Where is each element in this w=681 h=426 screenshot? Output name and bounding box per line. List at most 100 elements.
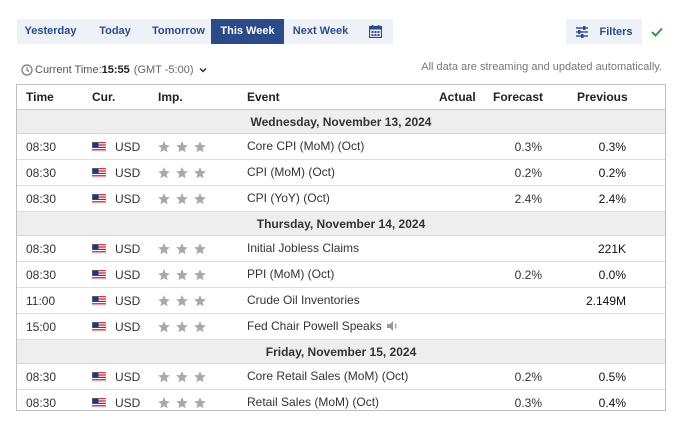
event-forecast: 0.2% <box>514 166 542 180</box>
event-forecast: 0.3% <box>514 140 542 154</box>
importance-stars <box>157 268 207 285</box>
importance-stars <box>157 294 207 311</box>
star-icon <box>193 370 207 387</box>
event-name-cell[interactable]: Retail Sales (MoM) (Oct) <box>247 395 379 409</box>
check-icon <box>651 27 663 37</box>
event-currency: USD <box>115 294 141 308</box>
table-row[interactable]: 08:30 USD PPI (MoM) (Oct) 0.2% 0.0% <box>17 262 665 288</box>
star-icon <box>175 242 189 259</box>
event-currency: USD <box>115 268 141 282</box>
event-name[interactable]: Fed Chair Powell Speaks <box>247 319 382 333</box>
event-name-cell[interactable]: Core CPI (MoM) (Oct) <box>247 139 364 153</box>
event-currency: USD <box>115 396 141 410</box>
event-name[interactable]: Crude Oil Inventories <box>247 293 360 307</box>
table-row[interactable]: 08:30 USD Core Retail Sales (MoM) (Oct) 0.2… <box>17 364 665 390</box>
star-icon <box>175 370 189 387</box>
us-flag-icon <box>92 296 106 306</box>
economic-calendar-table: Time Cur. Imp. Event Actual Forecast Pre… <box>16 84 666 411</box>
tab-yesterday[interactable]: Yesterday <box>24 25 77 37</box>
column-header-actual: Actual <box>439 90 476 104</box>
filters-label: Filters <box>599 25 633 38</box>
star-icon <box>157 192 171 209</box>
event-name[interactable]: PPI (MoM) (Oct) <box>247 267 335 281</box>
column-header-forecast: Forecast <box>493 90 544 104</box>
column-header-event: Event <box>247 90 280 104</box>
event-time: 08:30 <box>26 242 57 256</box>
event-forecast: 2.4% <box>514 192 542 206</box>
event-forecast: 0.2% <box>514 268 542 282</box>
importance-stars <box>157 140 207 157</box>
day-header: Friday, November 15, 2024 <box>17 340 665 364</box>
star-icon <box>175 294 189 311</box>
table-row[interactable]: 08:30 USD CPI (YoY) (Oct) 2.4% 2.4% <box>17 186 665 212</box>
importance-stars <box>157 192 207 209</box>
event-time: 11:00 <box>26 294 56 308</box>
star-icon <box>175 268 189 285</box>
star-icon <box>157 320 171 337</box>
event-time: 08:30 <box>26 370 57 384</box>
event-time: 08:30 <box>26 268 57 282</box>
tab-next-week[interactable]: Next Week <box>292 25 349 37</box>
table-row[interactable]: 11:00 USD Crude Oil Inventories 2.149M <box>17 288 665 314</box>
tab-today[interactable]: Today <box>99 25 131 37</box>
event-name-cell[interactable]: Fed Chair Powell Speaks <box>247 319 399 333</box>
event-name[interactable]: Retail Sales (MoM) (Oct) <box>247 395 380 409</box>
star-icon <box>193 294 207 311</box>
event-previous: 0.5% <box>598 370 626 384</box>
star-icon <box>157 166 171 183</box>
event-name[interactable]: Core Retail Sales (MoM) (Oct) <box>247 369 409 383</box>
chevron-down-icon[interactable] <box>199 66 208 74</box>
star-icon <box>193 140 207 157</box>
event-currency: USD <box>115 320 141 334</box>
event-time: 15:00 <box>26 320 57 334</box>
event-name-cell[interactable]: Initial Jobless Claims <box>247 241 359 255</box>
date-range-tabs: Yesterday Today Tomorrow This Week Next Week <box>17 19 393 44</box>
table-row[interactable]: 15:00 USD Fed Chair Powell Speaks <box>17 314 665 340</box>
star-icon <box>193 166 207 183</box>
calendar-icon[interactable] <box>357 19 393 44</box>
us-flag-icon <box>92 322 106 332</box>
star-icon <box>175 396 189 413</box>
star-icon <box>175 320 189 337</box>
event-previous: 0.2% <box>598 166 626 180</box>
event-name[interactable]: Initial Jobless Claims <box>247 241 360 255</box>
event-name-cell[interactable]: CPI (YoY) (Oct) <box>247 191 330 205</box>
event-name-cell[interactable]: PPI (MoM) (Oct) <box>247 267 334 281</box>
tab-this-week[interactable]: This Week <box>211 19 284 44</box>
us-flag-icon <box>92 372 106 382</box>
event-name-cell[interactable]: CPI (MoM) (Oct) <box>247 165 335 179</box>
clock-icon <box>21 64 33 76</box>
event-currency: USD <box>115 242 141 256</box>
event-time: 08:30 <box>26 166 57 180</box>
filters-button[interactable]: Filters <box>566 19 642 44</box>
tab-tomorrow[interactable]: Tomorrow <box>152 25 205 37</box>
event-name-cell[interactable]: Core Retail Sales (MoM) (Oct) <box>247 369 408 383</box>
star-icon <box>157 396 171 413</box>
table-row[interactable]: 08:30 USD Retail Sales (MoM) (Oct) 0.3% 0.4% <box>17 390 665 416</box>
event-name[interactable]: CPI (YoY) (Oct) <box>247 191 330 205</box>
table-row[interactable]: 08:30 USD Core CPI (MoM) (Oct) 0.3% 0.3% <box>17 134 665 160</box>
day-header: Thursday, November 14, 2024 <box>17 212 665 236</box>
event-previous: 2.4% <box>598 192 626 206</box>
streaming-note: All data are streaming and updated autom… <box>421 61 662 73</box>
event-name[interactable]: Core CPI (MoM) (Oct) <box>247 139 365 153</box>
event-name[interactable]: CPI (MoM) (Oct) <box>247 165 335 179</box>
importance-stars <box>157 320 207 337</box>
star-icon <box>175 140 189 157</box>
star-icon <box>157 294 171 311</box>
filter-sliders-icon <box>576 25 589 38</box>
table-row[interactable]: 08:30 USD Initial Jobless Claims 221K <box>17 236 665 262</box>
star-icon <box>193 192 207 209</box>
star-icon <box>157 242 171 259</box>
event-previous: 2.149M <box>585 294 626 308</box>
importance-stars <box>157 242 207 259</box>
timezone-value: (GMT -5:00) <box>133 64 194 76</box>
event-currency: USD <box>115 192 141 206</box>
importance-stars <box>157 370 207 387</box>
event-name-cell[interactable]: Crude Oil Inventories <box>247 293 360 307</box>
event-previous: 0.3% <box>598 140 626 154</box>
table-row[interactable]: 08:30 USD CPI (MoM) (Oct) 0.2% 0.2% <box>17 160 665 186</box>
current-time-bar[interactable]: Current Time: 15:55 (GMT -5:00) <box>21 62 208 78</box>
us-flag-icon <box>92 168 106 178</box>
star-icon <box>193 242 207 259</box>
